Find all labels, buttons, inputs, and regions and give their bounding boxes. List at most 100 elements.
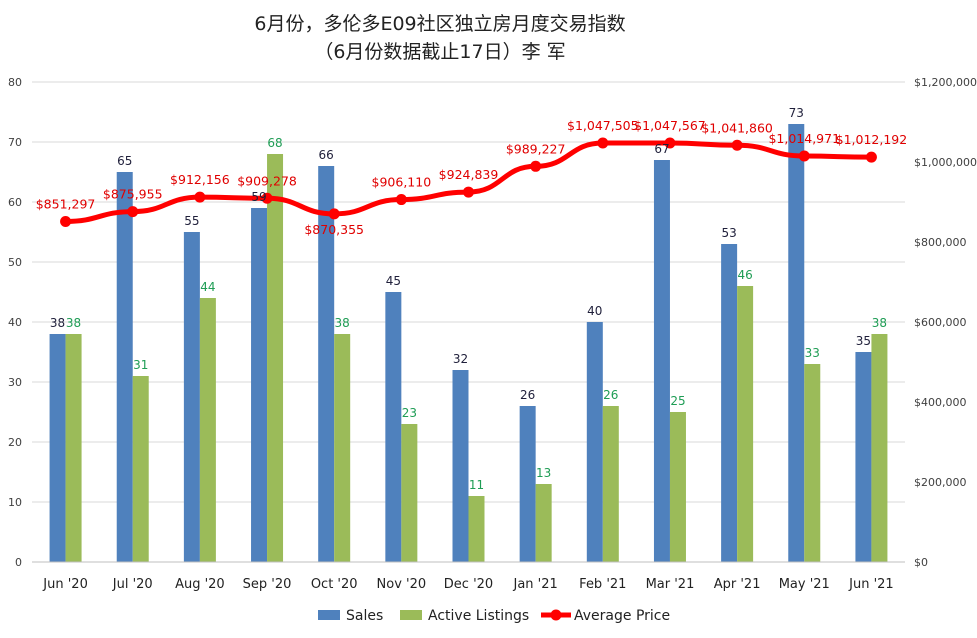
average-price-point xyxy=(60,215,72,227)
average-price-label: $906,110 xyxy=(372,175,432,190)
sales-bar xyxy=(116,172,133,562)
right-tick-label: $1,000,000 xyxy=(914,156,977,169)
left-tick-label: 20 xyxy=(8,436,22,449)
left-tick-label: 60 xyxy=(8,196,22,209)
x-tick-label: Dec '20 xyxy=(444,577,493,592)
legend-sales-label: Sales xyxy=(346,608,383,624)
average-price-label: $1,014,971 xyxy=(768,131,840,146)
active-listings-bar xyxy=(535,484,552,562)
legend: Sales Active Listings Average Price xyxy=(318,608,670,624)
legend-average-price-marker xyxy=(550,609,562,621)
active-listings-bar xyxy=(669,412,686,562)
average-price-point xyxy=(127,206,139,218)
right-tick-label: $800,000 xyxy=(914,236,967,249)
legend-sales-swatch xyxy=(318,610,340,620)
sales-value-label: 67 xyxy=(654,142,669,156)
sales-bar xyxy=(721,244,738,562)
bars xyxy=(49,124,888,562)
active-listings-bar xyxy=(267,154,284,562)
sales-value-label: 73 xyxy=(789,106,804,120)
active-listings-value-label: 23 xyxy=(402,406,417,420)
sales-value-label: 53 xyxy=(721,226,736,240)
left-tick-label: 80 xyxy=(8,76,22,89)
x-tick-label: Jun '21 xyxy=(848,577,894,592)
x-tick-label: Apr '21 xyxy=(714,577,761,592)
average-price-label: $851,297 xyxy=(36,196,96,211)
active-listings-bar xyxy=(132,376,149,562)
right-tick-label: $0 xyxy=(914,556,928,569)
average-price-point xyxy=(664,137,676,149)
active-listings-value-label: 31 xyxy=(133,358,148,372)
x-tick-label: May '21 xyxy=(779,577,830,592)
active-listings-bar xyxy=(199,298,216,562)
right-tick-label: $200,000 xyxy=(914,476,967,489)
average-price-point xyxy=(530,160,542,172)
sales-value-label: 26 xyxy=(520,388,535,402)
left-tick-label: 70 xyxy=(8,136,22,149)
sales-value-label: 38 xyxy=(50,316,65,330)
left-tick-label: 30 xyxy=(8,376,22,389)
sales-bar xyxy=(49,334,66,562)
sales-value-label: 35 xyxy=(856,334,871,348)
average-price-point xyxy=(865,151,877,163)
legend-average-price-label: Average Price xyxy=(574,608,670,624)
average-price-label: $1,047,567 xyxy=(634,118,706,133)
sales-value-label: 45 xyxy=(386,274,401,288)
left-tick-label: 40 xyxy=(8,316,22,329)
average-price-point xyxy=(261,192,273,204)
x-tick-label: Mar '21 xyxy=(646,577,695,592)
sales-bar xyxy=(586,322,603,562)
average-price-label: $912,156 xyxy=(170,172,230,187)
average-price-label: $875,955 xyxy=(103,187,163,202)
average-price-point xyxy=(395,194,407,206)
average-price-point xyxy=(731,139,743,151)
x-tick-label: Jun '20 xyxy=(42,577,88,592)
sales-bar xyxy=(251,208,268,562)
x-tick-label: Jan '21 xyxy=(513,577,558,592)
sales-value-label: 65 xyxy=(117,154,132,168)
active-listings-bar xyxy=(65,334,82,562)
average-price-label: $1,012,192 xyxy=(836,132,908,147)
legend-active-listings-label: Active Listings xyxy=(428,608,529,624)
average-price-point xyxy=(597,137,609,149)
active-listings-value-label: 44 xyxy=(200,280,215,294)
average-price-point xyxy=(194,191,206,203)
average-price-point xyxy=(798,150,810,162)
left-tick-label: 10 xyxy=(8,496,22,509)
sales-value-label: 40 xyxy=(587,304,602,318)
sales-value-label: 66 xyxy=(319,148,334,162)
active-listings-bar xyxy=(737,286,754,562)
active-listings-bar xyxy=(602,406,619,562)
active-listings-value-label: 38 xyxy=(872,316,887,330)
active-listings-bar xyxy=(871,334,888,562)
average-price-point xyxy=(463,186,474,198)
active-listings-value-label: 38 xyxy=(66,316,81,330)
price-line xyxy=(60,137,877,227)
active-listings-value-label: 33 xyxy=(805,346,820,360)
average-price-label: $1,041,860 xyxy=(701,120,773,135)
active-listings-value-label: 68 xyxy=(267,136,282,150)
right-tick-label: $1,200,000 xyxy=(914,76,977,89)
average-price-label: $924,839 xyxy=(439,167,499,182)
average-price-label: $870,355 xyxy=(304,222,364,237)
sales-bar xyxy=(385,292,402,562)
active-listings-value-label: 46 xyxy=(737,268,752,282)
right-tick-label: $400,000 xyxy=(914,396,967,409)
average-price-label: $989,227 xyxy=(506,141,566,156)
x-tick-label: Jul '20 xyxy=(112,577,153,592)
x-tick-label: Oct '20 xyxy=(311,577,358,592)
sales-bar xyxy=(653,160,670,562)
sales-bar xyxy=(318,166,335,562)
right-tick-label: $600,000 xyxy=(914,316,967,329)
active-listings-bar xyxy=(401,424,418,562)
sales-value-label: 55 xyxy=(184,214,199,228)
average-price-label: $909,278 xyxy=(237,173,297,188)
data-labels: 38 38653155445968663845233211261340266725… xyxy=(36,106,907,492)
active-listings-value-label: 25 xyxy=(670,394,685,408)
sales-value-label: 59 xyxy=(251,190,266,204)
active-listings-value-label: 26 xyxy=(603,388,618,402)
x-tick-label: Nov '20 xyxy=(377,577,427,592)
left-tick-label: 50 xyxy=(8,256,22,269)
x-tick-label: Aug '20 xyxy=(175,577,225,592)
left-tick-label: 0 xyxy=(15,556,22,569)
